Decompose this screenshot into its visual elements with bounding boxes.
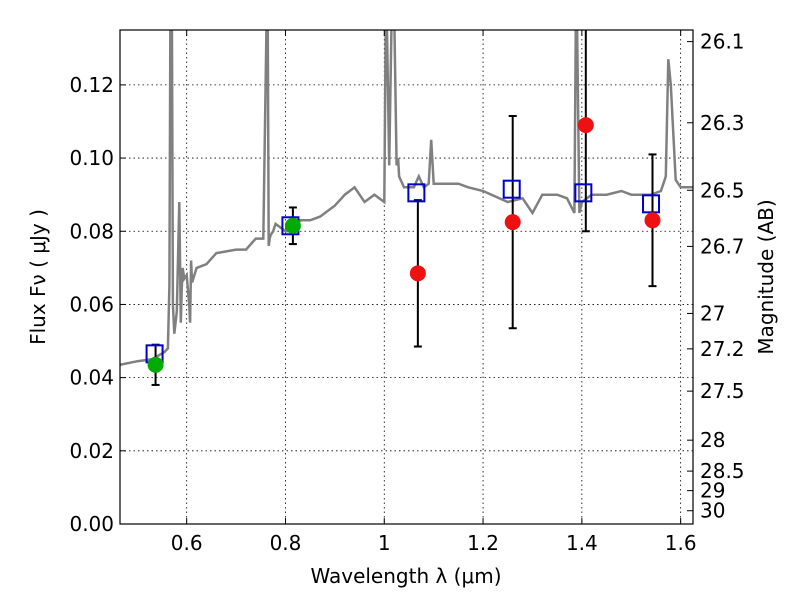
plot-background	[120, 30, 693, 524]
x-tick-label: 0.6	[171, 531, 203, 555]
y2-tick-label: 27.5	[700, 379, 745, 403]
model-photometry-point	[642, 194, 661, 214]
observed-point	[504, 214, 521, 231]
y2-tick-label: 28.5	[700, 459, 745, 483]
y2-axis-title: Magnitude (AB)	[754, 199, 778, 354]
x-tick-label: 1.2	[467, 531, 499, 555]
x-tick-label: 1	[378, 531, 391, 555]
x-tick-label: 0.8	[270, 531, 302, 555]
observed-point	[284, 217, 301, 234]
y2-tick-label: 27.2	[700, 337, 745, 361]
y2-tick-label: 26.5	[700, 178, 745, 202]
observed-point	[409, 265, 426, 282]
model-photometry-point	[574, 183, 593, 203]
x-tick-label: 1.6	[665, 531, 697, 555]
model-photometry-point	[502, 179, 521, 199]
y-tick-label: 0.06	[69, 292, 114, 316]
y2-tick-label: 26.1	[700, 30, 745, 54]
y-axis-left: 0.00 0.02 0.04 0.06 0.08 0.10 0.12	[69, 73, 126, 536]
y-tick-label: 0.00	[69, 512, 114, 536]
y-tick-label: 0.04	[69, 366, 114, 390]
y-tick-label: 0.12	[69, 73, 114, 97]
observed-point	[644, 212, 661, 229]
y-tick-label: 0.10	[69, 146, 114, 170]
y2-tick-label: 30	[700, 499, 725, 523]
y-axis-title: Flux Fν ( μJy )	[26, 209, 50, 345]
observed-point	[147, 356, 164, 373]
plot-frame	[119, 29, 694, 525]
y-tick-label: 0.02	[69, 439, 114, 463]
y2-tick-label: 28	[700, 428, 725, 452]
model-photometry-point	[407, 183, 426, 203]
x-axis-title: Wavelength λ (μm)	[310, 564, 501, 588]
y2-tick-label: 26.7	[700, 234, 745, 258]
model-spectrum-line	[120, 30, 693, 367]
x-tick-label: 1.4	[566, 531, 598, 555]
observed-point	[577, 117, 594, 134]
y2-tick-label: 26.3	[700, 111, 745, 135]
y-tick-label: 0.08	[69, 219, 114, 243]
observed-markers	[147, 117, 661, 373]
y2-tick-label: 27	[700, 301, 725, 325]
y2-tick-label: 29	[700, 479, 725, 503]
x-axis: 0.6 0.8 1 1.2 1.4 1.6	[171, 30, 697, 555]
